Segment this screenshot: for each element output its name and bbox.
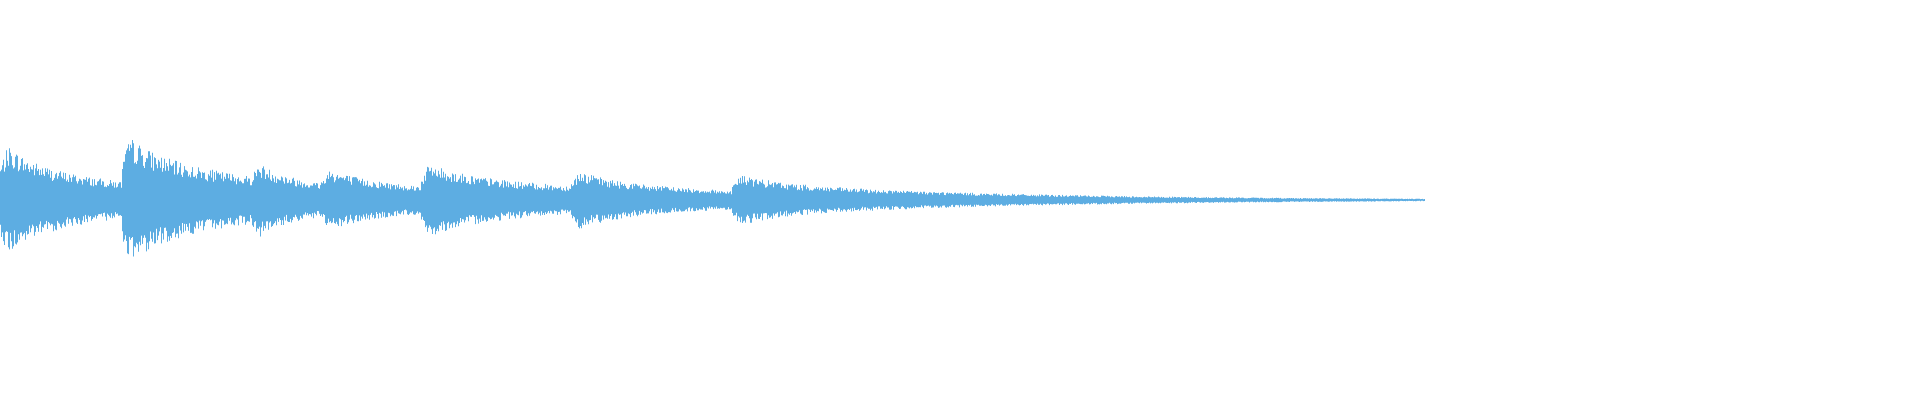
waveform [0, 140, 1425, 257]
